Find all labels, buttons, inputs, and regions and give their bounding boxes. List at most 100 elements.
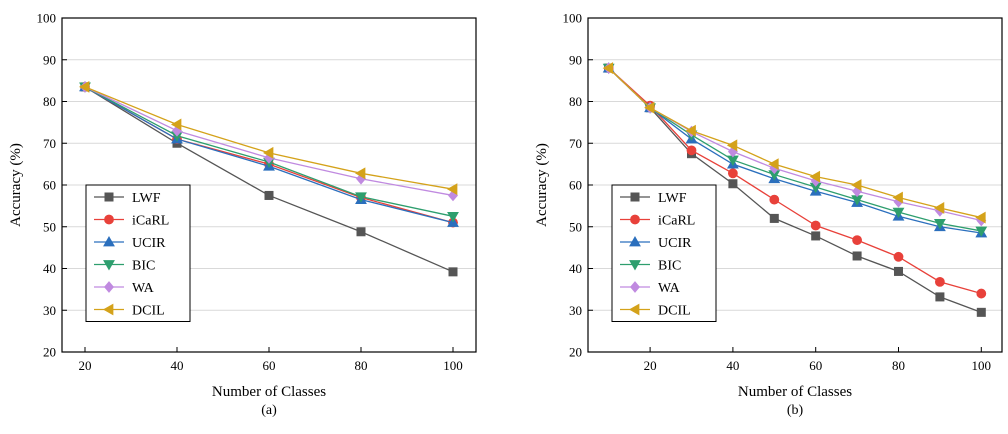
- legend-box: [611, 184, 717, 322]
- y-tick-label: 90: [569, 52, 582, 67]
- series-dcil: [78, 80, 458, 196]
- series-line: [608, 67, 982, 295]
- legend-box: [85, 184, 191, 322]
- legend-marker: [102, 303, 114, 316]
- y-tick-label: 30: [43, 303, 56, 318]
- series-dcil: [602, 62, 986, 224]
- legend-label: WA: [132, 281, 155, 296]
- x-tick-label: 80: [355, 358, 368, 373]
- legend-item: BIC: [620, 259, 681, 274]
- x-tick-label: 60: [263, 358, 276, 373]
- x-tick-label: 40: [726, 358, 739, 373]
- data-point: [852, 235, 862, 246]
- legend-label: BIC: [132, 259, 155, 274]
- series-line: [608, 67, 982, 313]
- legend-marker: [629, 260, 641, 271]
- y-tick-label: 70: [569, 136, 582, 151]
- x-axis-title: Number of Classes: [212, 384, 326, 400]
- legend-item: LWF: [94, 191, 161, 206]
- y-tick-label: 40: [43, 261, 56, 276]
- data-point: [852, 251, 862, 261]
- legend-label: iCaRL: [658, 214, 695, 229]
- legend-marker: [104, 214, 114, 225]
- legend-marker: [630, 192, 640, 202]
- series-wa: [80, 81, 458, 202]
- legend-label: LWF: [658, 191, 687, 206]
- data-point: [893, 251, 904, 262]
- legend-label: DCIL: [658, 304, 691, 319]
- data-point: [728, 179, 738, 189]
- y-tick-label: 100: [37, 11, 57, 26]
- data-point: [170, 118, 182, 131]
- x-tick-label: 20: [79, 358, 92, 373]
- y-tick-label: 60: [569, 178, 582, 193]
- legend-label: UCIR: [658, 236, 692, 251]
- legend-marker: [103, 260, 115, 271]
- legend-marker: [630, 281, 640, 293]
- y-tick-label: 80: [569, 94, 582, 109]
- data-point: [644, 101, 655, 114]
- data-point: [354, 167, 366, 180]
- legend-label: LWF: [132, 191, 161, 206]
- data-point: [262, 146, 274, 159]
- legend-label: BIC: [658, 259, 681, 274]
- series-line: [608, 67, 982, 219]
- y-tick-label: 60: [43, 178, 56, 193]
- data-point: [769, 213, 779, 223]
- data-point: [686, 145, 697, 156]
- y-tick-label: 20: [43, 345, 56, 360]
- legend-item: WA: [94, 281, 155, 296]
- data-point: [893, 266, 903, 276]
- legend-item: BIC: [94, 259, 155, 274]
- y-tick-label: 20: [569, 345, 582, 360]
- legend-marker: [104, 192, 114, 202]
- chart-a: 20 30 40 50 60 70 80 90 100 20 40 60 80 100 Number of …: [8, 11, 477, 418]
- panel-label: (a): [261, 403, 277, 418]
- data-point: [769, 194, 780, 205]
- chart-b: 20 30 40 50 60 70 80 90 100 20 40 60 80 100 Number of …: [534, 11, 1003, 418]
- data-point: [602, 62, 614, 75]
- legend-item: WA: [620, 281, 681, 296]
- legend-marker: [630, 214, 640, 225]
- data-point: [356, 227, 366, 237]
- x-tick-label: 20: [644, 358, 657, 373]
- y-tick-label: 80: [43, 94, 56, 109]
- legend-label: DCIL: [132, 304, 165, 319]
- x-tick-label: 60: [809, 358, 822, 373]
- data-point: [935, 292, 945, 302]
- data-point: [78, 80, 90, 93]
- series-line: [608, 67, 982, 232]
- legend-marker: [628, 303, 640, 316]
- data-point: [264, 190, 274, 200]
- legend: LWF iCaRL UCIR BIC WA DCIL: [611, 184, 717, 322]
- legend-item: iCaRL: [94, 214, 169, 229]
- data-point: [976, 307, 986, 317]
- legend-label: UCIR: [132, 236, 166, 251]
- legend-label: iCaRL: [132, 214, 169, 229]
- data-point: [355, 192, 367, 203]
- x-tick-label: 80: [892, 358, 905, 373]
- data-point: [448, 267, 458, 277]
- data-point: [726, 139, 738, 152]
- legend-item: UCIR: [94, 235, 166, 251]
- data-point: [933, 202, 945, 214]
- legend: LWF iCaRL UCIR BIC WA DCIL: [85, 184, 191, 322]
- y-tick-label: 70: [43, 136, 56, 151]
- data-point: [809, 170, 821, 183]
- x-tick-label: 100: [443, 358, 463, 373]
- data-point: [935, 276, 945, 287]
- data-point: [892, 191, 903, 204]
- data-point: [447, 211, 459, 223]
- data-point: [768, 158, 779, 171]
- data-point: [446, 183, 458, 196]
- data-point: [811, 231, 821, 241]
- legend-item: LWF: [620, 191, 687, 206]
- x-tick-label: 40: [171, 358, 184, 373]
- y-axis-title: Accuracy (%): [8, 143, 24, 227]
- y-tick-label: 100: [563, 11, 583, 26]
- legend-label: WA: [658, 281, 681, 296]
- panel-label: (b): [787, 403, 804, 418]
- data-point: [975, 226, 988, 237]
- y-tick-label: 50: [43, 219, 56, 234]
